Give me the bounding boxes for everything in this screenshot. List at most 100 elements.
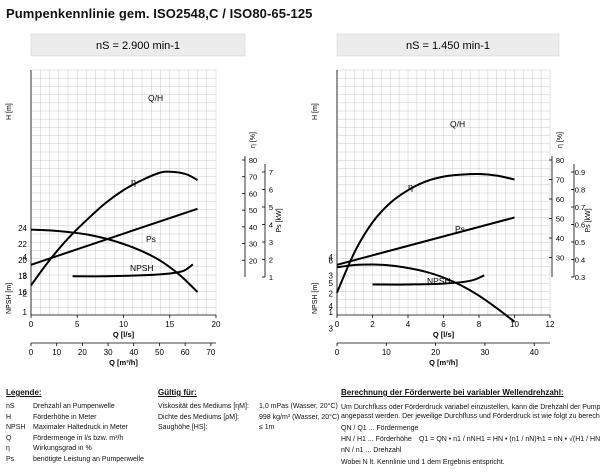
npsh-tick-label: 2 — [23, 290, 28, 299]
npsh-curve — [72, 263, 194, 278]
validity-heading: Gültig für: — [158, 388, 197, 397]
power-tick-label: 4 — [269, 221, 273, 230]
x2-tick-label: 70 — [206, 348, 215, 357]
x-tick-label: 2 — [370, 320, 375, 329]
legend-symbol: η — [6, 445, 10, 452]
head-axis-label: H [m] — [6, 103, 13, 120]
npsh-label: NPSH — [130, 263, 154, 273]
qh-label: Q/H — [148, 93, 163, 103]
legend-symbol: Ps — [6, 455, 15, 463]
x2-tick-label: 10 — [382, 348, 391, 357]
validity-value: 1,0 mPas (Wasser, 20°C) — [259, 403, 338, 410]
eta-tick-label: 60 — [556, 195, 564, 204]
npsh-label: NPSH — [427, 276, 451, 286]
calc-formula-n: n1 = nN • √(H1 / HN) — [538, 436, 600, 443]
x-axis-label: Q [l/s] — [433, 330, 455, 339]
power-tick-label: 3 — [269, 238, 273, 247]
speed-title: nS = 1.450 min-1 — [406, 40, 490, 52]
legend-description: Maximaler Haltedruck in Meter — [33, 424, 128, 431]
npsh-curve — [372, 274, 485, 286]
legend-description: Förderhöhe in Meter — [33, 413, 97, 421]
eta-tick-label: 80 — [249, 156, 257, 165]
head-tick-label: 4 — [329, 302, 334, 311]
x2-tick-label: 0 — [29, 348, 34, 357]
npsh-axis-label: NPSH [m] — [312, 283, 319, 314]
ps-label: Ps — [146, 234, 156, 244]
qh-curve — [336, 263, 516, 323]
eta-label: η — [131, 177, 136, 187]
legend-symbol: Q — [6, 434, 12, 442]
calc-text-1: Um Durchfluss oder Förderdruck variabel … — [341, 404, 600, 411]
eta-curve — [336, 172, 515, 294]
x2-tick-label: 40 — [129, 348, 138, 357]
calc-def-1: QN / Q1 ... Fördermenge — [341, 425, 419, 432]
calc-footer: Wobei N lt. Kennlinie und 1 dem Ergebnis… — [341, 459, 505, 466]
x2-axis-label: Q [m³/h] — [429, 358, 458, 367]
power-tick-label: 2 — [269, 256, 273, 265]
npsh-tick-label: 1 — [329, 308, 334, 317]
head-tick-label: 18 — [18, 272, 27, 281]
eta-label: η — [408, 182, 413, 192]
power-axis-label: Ps [kW] — [276, 208, 283, 232]
x2-tick-label: 40 — [530, 348, 539, 357]
ps-curve — [336, 216, 515, 266]
legend-symbol: H — [6, 413, 12, 421]
eta-tick-label: 40 — [556, 234, 564, 243]
qh-label: Q/H — [450, 119, 465, 129]
npsh-tick-label: 1 — [23, 308, 28, 317]
head-tick-label: 24 — [18, 224, 27, 233]
power-tick-label: 0.9 — [575, 168, 585, 177]
eta-tick-label: 60 — [249, 189, 257, 198]
power-tick-label: 0.3 — [575, 273, 585, 282]
power-tick-label: 0.8 — [575, 186, 585, 195]
power-tick-label: 0.4 — [575, 256, 585, 265]
x2-tick-label: 20 — [431, 348, 440, 357]
calc-text-2: angepasst werden. Der jeweilige Durchflu… — [341, 413, 600, 420]
calc-def-3: nN / n1 ... Drehzahl — [341, 447, 402, 454]
x-tick-label: 20 — [212, 320, 221, 329]
ps-curve — [30, 207, 198, 266]
calc-def-2: HN / H1 ... Förderhöhe — [341, 436, 412, 443]
power-tick-label: 5 — [269, 203, 273, 212]
x2-tick-label: 30 — [104, 348, 113, 357]
x2-tick-label: 10 — [52, 348, 61, 357]
head-tick-label: 16 — [18, 288, 27, 297]
x2-tick-label: 0 — [335, 348, 340, 357]
npsh-tick-label: 4 — [23, 253, 28, 262]
npsh-tick-label: 3 — [329, 271, 334, 280]
x2-tick-label: 60 — [181, 348, 190, 357]
validity-value: ≤ 1m — [259, 424, 275, 431]
validity-value: 998 kg/m³ (Wasser, 20°C) — [259, 413, 340, 421]
legend-symbol: nS — [6, 403, 15, 410]
npsh-axis-label: NPSH [m] — [6, 283, 13, 314]
legend-symbol: NPSH — [6, 424, 26, 431]
power-tick-label: 0.5 — [575, 238, 585, 247]
x-tick-label: 0 — [335, 320, 340, 329]
calc-heading: Berechnung der Förderwerte bei variabler… — [341, 388, 564, 397]
legend-heading: Legende: — [6, 388, 42, 397]
head-tick-label: 5 — [329, 279, 334, 288]
legend-description: Drehzahl an Pumpenwelle — [33, 403, 115, 410]
eta-axis-label: η [%] — [557, 132, 564, 148]
x2-tick-label: 50 — [155, 348, 164, 357]
x-tick-label: 0 — [29, 320, 34, 329]
power-axis-label: Ps [kW] — [585, 208, 592, 232]
head-axis-label: H [m] — [312, 103, 319, 120]
legend-description: benötigte Leistung an Pumpenwelle — [33, 455, 144, 463]
eta-tick-label: 20 — [249, 256, 257, 265]
eta-tick-label: 50 — [249, 206, 257, 215]
document-title: Pumpenkennlinie gem. ISO2548,C / ISO80-6… — [6, 6, 313, 21]
eta-tick-label: 30 — [556, 254, 564, 263]
x-axis-label: Q [l/s] — [113, 330, 135, 339]
calc-formula-q: Q1 = QN • n1 / nN — [419, 436, 476, 443]
x-tick-label: 12 — [546, 320, 555, 329]
eta-tick-label: 50 — [556, 215, 564, 224]
x-tick-label: 15 — [165, 320, 174, 329]
power-tick-label: 7 — [269, 168, 273, 177]
x-tick-label: 10 — [510, 320, 519, 329]
speed-banner — [336, 33, 560, 57]
validity-label: Viskosität des Mediums [ηM]: — [158, 403, 249, 410]
x-tick-label: 4 — [406, 320, 411, 329]
x2-tick-label: 30 — [480, 348, 489, 357]
x2-tick-label: 20 — [78, 348, 87, 357]
